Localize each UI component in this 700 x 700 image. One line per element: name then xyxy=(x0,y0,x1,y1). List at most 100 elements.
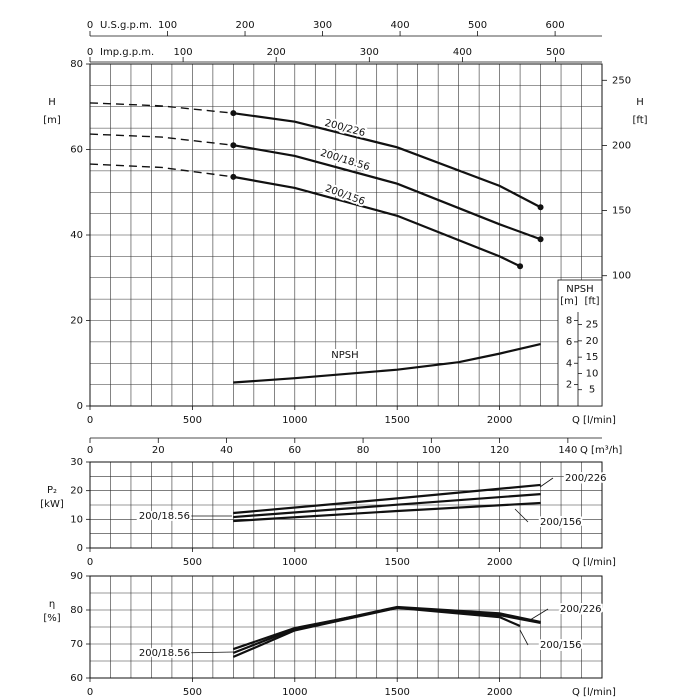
y-axis-unit: [%] xyxy=(43,613,60,624)
x-tick-label: 0 xyxy=(87,415,93,426)
series-line xyxy=(233,144,541,241)
point-marker xyxy=(230,110,237,117)
y2-tick-label: 250 xyxy=(612,75,631,86)
npsh-tick-label-m: 4 xyxy=(566,358,572,369)
y2-axis-label: H xyxy=(636,97,644,108)
bottom2-tick-label: 40 xyxy=(220,445,233,456)
y-tick-label: 0 xyxy=(77,543,83,554)
top-axis-label: Imp.g.p.m. xyxy=(100,47,154,58)
top-tick-label: 600 xyxy=(546,20,565,31)
y-tick-label: 60 xyxy=(70,673,83,684)
y-tick-label: 30 xyxy=(70,457,83,468)
x-tick-label: 1500 xyxy=(384,557,409,568)
label-leader xyxy=(177,651,235,654)
series-line xyxy=(233,483,541,515)
npsh-tick-label-m: 8 xyxy=(566,316,572,327)
x-axis-label: Q [l/min] xyxy=(572,415,616,426)
point-marker xyxy=(537,236,544,243)
y-axis-unit: [kW] xyxy=(40,499,64,510)
x-axis-label: Q [l/min] xyxy=(572,557,616,568)
y-tick-label: 70 xyxy=(70,639,83,650)
bottom2-tick-label: 0 xyxy=(87,445,93,456)
y-axis-label: H xyxy=(48,97,56,108)
label-leader xyxy=(529,608,549,621)
npsh-tick-label-ft: 20 xyxy=(586,336,599,347)
y-tick-label: 40 xyxy=(70,230,83,241)
top-tick-label: 200 xyxy=(235,20,254,31)
top-tick-label: 0 xyxy=(87,47,93,58)
top-tick-label: 400 xyxy=(453,47,472,58)
y2-tick-label: 200 xyxy=(612,140,631,151)
top-tick-label: 200 xyxy=(267,47,286,58)
bottom2-tick-label: 80 xyxy=(357,445,370,456)
bottom2-tick-label: 20 xyxy=(152,445,165,456)
npsh-tick-label-ft: 15 xyxy=(586,352,599,363)
x-axis-label: Q [l/min] xyxy=(572,687,616,698)
bottom2-axis-label: Q [m³/h] xyxy=(580,445,622,456)
top-axis-label: U.S.g.p.m. xyxy=(100,20,152,31)
x-tick-label: 2000 xyxy=(487,415,512,426)
series-line xyxy=(233,112,542,209)
series-label: 200/226 xyxy=(323,118,366,139)
series-line xyxy=(89,102,234,114)
x-tick-label: 0 xyxy=(87,557,93,568)
x-tick-label: 1500 xyxy=(384,687,409,698)
bottom2-tick-label: 120 xyxy=(490,445,509,456)
label-leader xyxy=(539,477,554,488)
x-tick-label: 2000 xyxy=(487,687,512,698)
top-tick-label: 0 xyxy=(87,20,93,31)
series-line xyxy=(233,493,541,519)
point-marker xyxy=(230,142,237,149)
y-tick-label: 90 xyxy=(70,571,83,582)
y-tick-label: 0 xyxy=(77,401,83,412)
series-label: 200/226 xyxy=(565,473,607,484)
series-label: NPSH xyxy=(331,350,358,361)
y2-axis-unit: [ft] xyxy=(632,115,647,126)
y-tick-label: 80 xyxy=(70,59,83,70)
x-tick-label: 1500 xyxy=(384,415,409,426)
npsh-box xyxy=(557,279,603,407)
npsh-title: NPSH xyxy=(566,284,593,295)
top-tick-label: 100 xyxy=(158,20,177,31)
y-tick-label: 80 xyxy=(70,605,83,616)
npsh-tick-label-m: 6 xyxy=(566,337,572,348)
bottom2-tick-label: 60 xyxy=(288,445,301,456)
x-tick-label: 0 xyxy=(87,687,93,698)
x-tick-label: 500 xyxy=(183,687,202,698)
y-axis-label: η xyxy=(49,599,55,610)
top-tick-label: 300 xyxy=(313,20,332,31)
y-axis-unit: [m] xyxy=(43,115,61,126)
x-tick-label: 500 xyxy=(183,415,202,426)
series-label: 200/156 xyxy=(540,517,582,528)
y-tick-label: 60 xyxy=(70,145,83,156)
series-label: 200/226 xyxy=(560,604,602,615)
series-line xyxy=(233,342,541,384)
npsh-unit-ft: [ft] xyxy=(584,296,599,307)
y2-tick-label: 100 xyxy=(612,271,631,282)
x-tick-label: 500 xyxy=(183,557,202,568)
x-tick-label: 1000 xyxy=(282,557,307,568)
point-marker xyxy=(537,204,544,211)
x-tick-label: 2000 xyxy=(487,557,512,568)
y-axis-label: P₂ xyxy=(47,485,57,496)
series-line xyxy=(89,163,234,178)
series-label: 200/18.56 xyxy=(139,511,190,522)
point-marker xyxy=(517,263,524,270)
point-marker xyxy=(230,173,237,180)
y2-tick-label: 150 xyxy=(612,206,631,217)
series-line xyxy=(232,605,541,654)
series-label: 200/156 xyxy=(540,640,582,651)
y-tick-label: 10 xyxy=(70,514,83,525)
series-line xyxy=(233,175,521,268)
label-leader xyxy=(519,629,529,646)
x-tick-label: 1000 xyxy=(282,687,307,698)
npsh-tick-label-m: 2 xyxy=(566,380,572,391)
plot-frame xyxy=(89,575,603,679)
npsh-tick-label-ft: 5 xyxy=(589,385,595,396)
series-line xyxy=(233,501,541,523)
top-tick-label: 400 xyxy=(391,20,410,31)
series-line xyxy=(232,606,521,658)
label-leader xyxy=(514,508,529,523)
series-label: 200/18.56 xyxy=(139,648,190,659)
